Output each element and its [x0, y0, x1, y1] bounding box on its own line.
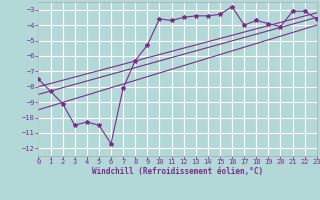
X-axis label: Windchill (Refroidissement éolien,°C): Windchill (Refroidissement éolien,°C) [92, 167, 263, 176]
